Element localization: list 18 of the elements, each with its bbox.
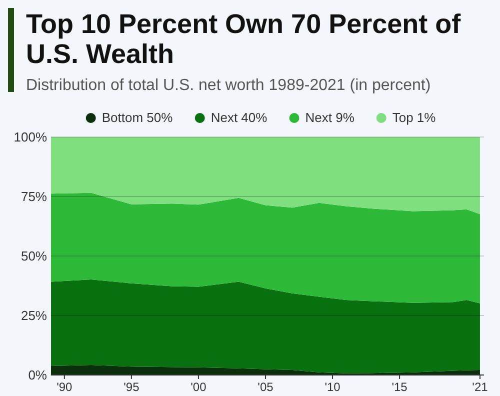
x-tick-label: '05 [258,380,274,394]
y-tick-label: 0% [28,368,48,383]
x-tick-label: '90 [56,380,73,394]
x-tick-label: '10 [324,380,341,394]
legend-label: Bottom 50% [102,110,174,125]
x-tick-label: '00 [190,380,207,394]
legend-label: Next 9% [305,110,355,125]
y-tick-label: 25% [20,308,48,324]
legend-label: Top 1% [392,110,436,125]
chart-subtitle: Distribution of total U.S. net worth 1989-2021 (in percent) [26,77,431,94]
x-tick-label: '95 [124,380,140,394]
y-tick-label: 75% [20,189,48,204]
y-tick-label: 50% [20,248,48,264]
chart-title: Top 10 Percent Own 70 Percent of U.S. Wealth [26,9,462,69]
y-tick-label: 100% [14,130,48,145]
x-tick-label: '21 [472,380,488,394]
x-tick-label: '15 [392,380,408,394]
legend-label: Next 40% [210,110,268,125]
